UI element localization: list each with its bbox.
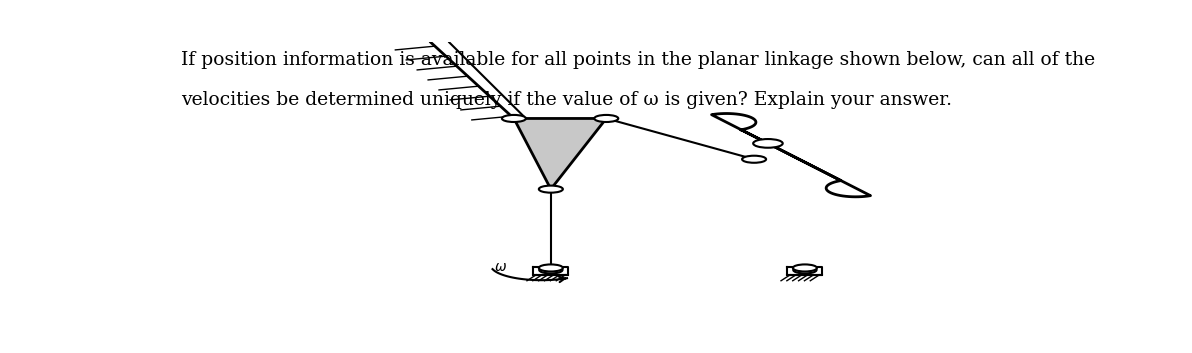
Circle shape: [539, 264, 563, 271]
Text: $\omega$: $\omega$: [493, 259, 507, 274]
Circle shape: [502, 115, 526, 122]
Circle shape: [539, 186, 563, 193]
Circle shape: [753, 139, 783, 148]
Text: If position information is available for all points in the planar linkage shown : If position information is available for…: [181, 50, 1095, 68]
Polygon shape: [533, 267, 569, 275]
Circle shape: [793, 267, 817, 274]
Text: velocities be determined uniquely if the value of ω is given? Explain your answe: velocities be determined uniquely if the…: [181, 91, 952, 109]
Circle shape: [595, 115, 619, 122]
Circle shape: [539, 267, 563, 274]
Circle shape: [793, 264, 817, 271]
Polygon shape: [712, 114, 870, 197]
Circle shape: [743, 156, 766, 163]
Polygon shape: [514, 119, 607, 189]
Polygon shape: [788, 267, 822, 275]
